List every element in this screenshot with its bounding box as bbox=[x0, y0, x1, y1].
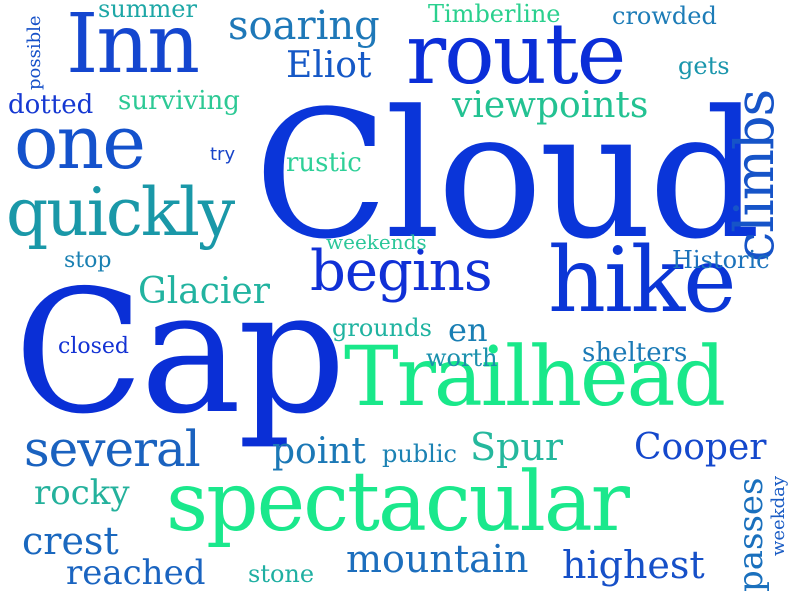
word-cooper: Cooper bbox=[634, 427, 767, 468]
word-highest: highest bbox=[562, 543, 705, 587]
word-hike: hike bbox=[548, 228, 737, 333]
word-glacier: Glacier bbox=[138, 271, 270, 312]
word-point: point bbox=[272, 431, 366, 472]
word-public: public bbox=[382, 440, 457, 468]
word-cloud-big: Cloud bbox=[254, 73, 761, 278]
word-inn: Inn bbox=[66, 0, 200, 92]
word-crowded: crowded bbox=[612, 2, 717, 30]
word-stop: stop bbox=[64, 248, 112, 273]
word-several: several bbox=[24, 420, 201, 478]
word-mountain: mountain bbox=[346, 537, 529, 581]
word-rustic: rustic bbox=[286, 148, 362, 178]
word-soaring: soaring bbox=[228, 3, 380, 49]
word-weekends: weekends bbox=[326, 230, 427, 254]
word-en: en bbox=[448, 311, 488, 349]
word-reached: reached bbox=[66, 553, 206, 593]
word-grounds: grounds bbox=[332, 314, 432, 342]
word-timberline: Timberline bbox=[428, 0, 561, 28]
word-route: route bbox=[406, 5, 626, 103]
word-spur: Spur bbox=[470, 425, 563, 469]
word-possible: possible bbox=[24, 15, 45, 90]
word-shelters: shelters bbox=[582, 338, 688, 368]
word-surviving: surviving bbox=[118, 86, 240, 116]
word-one: one bbox=[14, 100, 146, 186]
word-eliot: Eliot bbox=[286, 45, 372, 86]
word-closed: closed bbox=[58, 334, 129, 359]
word-passes: passes bbox=[731, 477, 771, 592]
word-summer: summer bbox=[98, 0, 197, 23]
word-stone: stone bbox=[248, 560, 315, 588]
word-try: try bbox=[210, 144, 236, 165]
word-begins: begins bbox=[310, 239, 493, 304]
word-rocky: rocky bbox=[34, 473, 130, 513]
word-worth: worth bbox=[426, 344, 498, 372]
word-historic: Historic bbox=[672, 246, 770, 274]
word-crest: crest bbox=[22, 519, 119, 563]
word-weekday: weekday bbox=[768, 475, 789, 556]
word-spectacular: spectacular bbox=[166, 455, 630, 550]
word-cap: Cap bbox=[14, 254, 346, 452]
word-climbs: climbs bbox=[723, 89, 786, 262]
word-trailhead: Trailhead bbox=[344, 330, 726, 425]
word-viewpoints: viewpoints bbox=[452, 85, 649, 126]
word-gets: gets bbox=[678, 52, 730, 80]
word-quickly: quickly bbox=[6, 174, 235, 251]
word-dotted: dotted bbox=[8, 90, 94, 120]
